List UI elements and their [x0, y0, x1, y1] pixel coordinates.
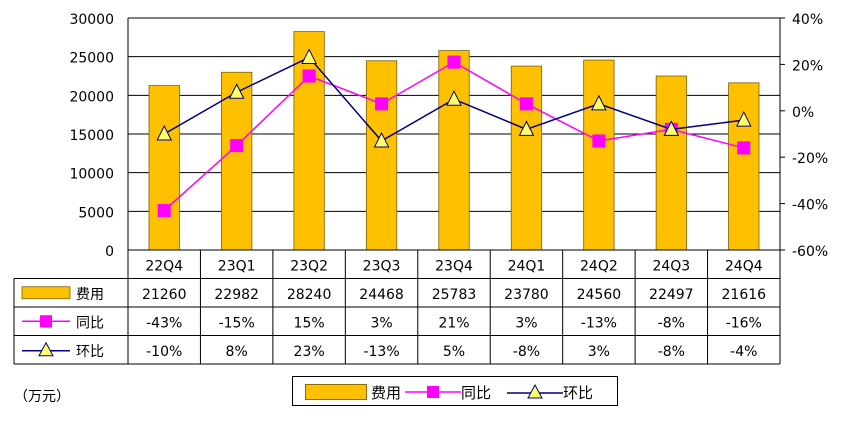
- qoq-marker: [591, 94, 607, 111]
- bar: [293, 31, 325, 251]
- qoq-marker: [518, 120, 535, 136]
- y-right-tick-label: -60%: [792, 244, 828, 260]
- x-tick-label: 22Q4: [145, 258, 183, 274]
- bar: [148, 85, 180, 251]
- data-label: -8%: [658, 344, 685, 360]
- table-row-name: 同比: [76, 315, 104, 331]
- x-tick-label: 24Q4: [725, 258, 763, 274]
- data-label: -43%: [146, 315, 182, 331]
- data-label: 28240: [287, 287, 332, 303]
- data-label: -13%: [363, 344, 399, 360]
- y-left-tick-label: 15000: [69, 128, 114, 144]
- y-right-tick-label: -40%: [792, 198, 828, 214]
- x-tick-label: 23Q4: [435, 258, 473, 274]
- bar: [655, 75, 687, 251]
- data-label: -4%: [730, 344, 757, 360]
- data-label: -15%: [219, 315, 255, 331]
- x-tick-label: 24Q3: [652, 258, 690, 274]
- legend-bar-swatch: [305, 384, 367, 400]
- legend-label-qoq: 环比: [563, 383, 594, 402]
- legend: 费用 同比 环比: [292, 376, 618, 406]
- yoy-marker: [592, 134, 606, 148]
- x-tick-label: 24Q2: [580, 258, 618, 274]
- table-row-name: 环比: [76, 344, 104, 360]
- yoy-marker: [447, 55, 461, 69]
- legend-item-qoq: 环比: [507, 381, 593, 403]
- yoy-marker: [375, 97, 389, 111]
- qoq-marker: [228, 83, 245, 99]
- y-right-tick-label: -20%: [792, 151, 828, 167]
- data-label: 23%: [294, 344, 325, 360]
- table-row-name: 费用: [76, 287, 104, 303]
- y-left-tick-label: 5000: [78, 205, 114, 221]
- legend-label-yoy: 同比: [461, 383, 492, 402]
- legend-item-bar: 费用: [305, 381, 401, 403]
- data-label: 22982: [214, 287, 259, 303]
- yoy-marker: [737, 141, 751, 155]
- bar: [221, 71, 253, 251]
- yoy-marker: [230, 139, 244, 153]
- bar: [728, 82, 760, 251]
- y-left-tick-label: 20000: [69, 89, 114, 105]
- data-label: 23780: [504, 287, 549, 303]
- x-tick-label: 23Q2: [290, 258, 328, 274]
- data-label: 21260: [142, 287, 187, 303]
- y-right-tick-label: 20%: [792, 58, 823, 74]
- data-label: -8%: [658, 315, 685, 331]
- data-label: 24468: [359, 287, 404, 303]
- legend-label-bar: 费用: [371, 383, 402, 402]
- qoq-marker: [301, 48, 317, 64]
- legend-item-yoy: 同比: [405, 381, 491, 403]
- data-label: 21616: [722, 287, 767, 303]
- data-label: 21%: [438, 315, 469, 331]
- legend-yoy-marker: [405, 386, 461, 398]
- table-key-qoq-marker: [38, 341, 54, 357]
- data-label: -8%: [513, 344, 540, 360]
- data-label: 15%: [294, 315, 325, 331]
- x-tick-label: 23Q3: [363, 258, 401, 274]
- qoq-marker: [735, 110, 752, 127]
- bar: [365, 60, 398, 251]
- x-tick-label: 23Q1: [218, 258, 256, 274]
- qoq-marker: [373, 131, 390, 148]
- bar: [510, 65, 543, 251]
- y-left-tick-label: 25000: [69, 51, 114, 67]
- bar: [438, 50, 470, 251]
- data-label: 22497: [649, 287, 694, 303]
- data-label: 24560: [577, 287, 622, 303]
- data-label: -10%: [146, 344, 182, 360]
- yoy-marker: [519, 97, 533, 111]
- table-key-bar: [21, 286, 71, 300]
- data-label: 5%: [443, 344, 465, 360]
- data-label: 8%: [226, 344, 248, 360]
- y-left-tick-label: 0: [105, 244, 114, 260]
- yoy-marker: [157, 204, 171, 218]
- data-label: 3%: [515, 315, 537, 331]
- unit-label: （万元）: [14, 389, 70, 405]
- data-label: -16%: [726, 315, 762, 331]
- qoq-marker: [663, 120, 680, 136]
- data-label: 3%: [588, 344, 610, 360]
- qoq-marker: [156, 124, 173, 141]
- qoq-marker: [446, 90, 462, 106]
- data-label: -13%: [581, 315, 617, 331]
- y-right-tick-label: 40%: [792, 12, 823, 28]
- data-label: 3%: [370, 315, 392, 331]
- yoy-marker: [302, 69, 316, 83]
- x-tick-label: 24Q1: [508, 258, 546, 274]
- y-left-tick-label: 30000: [69, 12, 114, 28]
- data-label: 25783: [432, 287, 477, 303]
- legend-qoq-marker: [507, 383, 563, 399]
- table-key-yoy-marker: [40, 315, 52, 328]
- y-right-tick-label: 0%: [792, 105, 814, 121]
- bar: [583, 59, 615, 251]
- y-left-tick-label: 10000: [69, 167, 114, 183]
